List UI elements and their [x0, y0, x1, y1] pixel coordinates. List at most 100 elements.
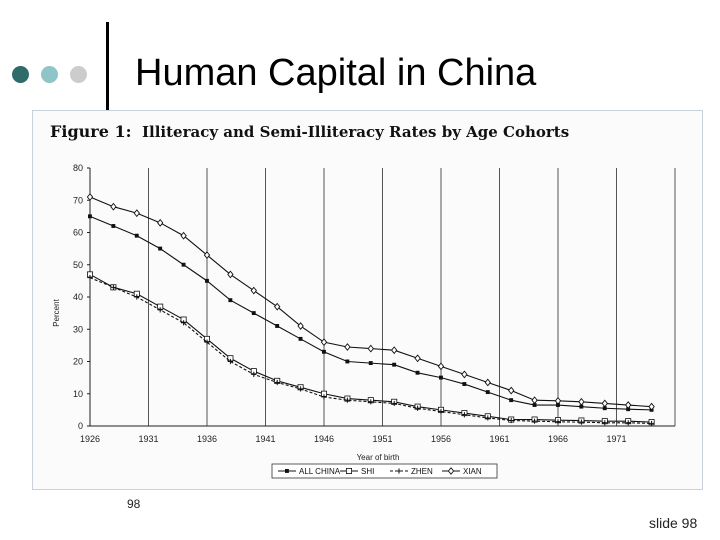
- data-point: [396, 468, 402, 474]
- legend-label: XIAN: [463, 467, 482, 476]
- data-point: [439, 375, 443, 380]
- data-point: [111, 224, 116, 228]
- y-tick-label: 70: [73, 195, 83, 205]
- series-line: [89, 196, 652, 408]
- y-tick-label: 0: [78, 421, 83, 431]
- data-point: [158, 246, 163, 251]
- data-point: [133, 209, 140, 218]
- data-point: [462, 382, 467, 386]
- data-point: [438, 408, 444, 415]
- data-point: [555, 419, 561, 425]
- x-tick-label: 1971: [606, 434, 626, 444]
- data-point: [181, 320, 187, 326]
- title-divider: [106, 22, 109, 120]
- data-point: [321, 394, 327, 400]
- line-chart: Figure 1: Illiteracy and Semi-Illiteracy…: [50, 122, 676, 479]
- data-point: [251, 311, 256, 316]
- data-point: [205, 278, 209, 283]
- data-point: [601, 399, 608, 408]
- data-point: [461, 412, 467, 418]
- data-point: [447, 467, 455, 475]
- data-point: [298, 386, 304, 392]
- series-xian: [86, 193, 655, 411]
- data-point: [227, 358, 233, 365]
- data-point: [579, 404, 584, 409]
- x-tick-label: 1926: [80, 434, 100, 444]
- accent-dot-1: [12, 66, 29, 83]
- data-point: [556, 403, 560, 407]
- chart-series: [86, 193, 655, 427]
- y-tick-label: 40: [73, 292, 83, 302]
- data-point: [344, 397, 350, 403]
- data-point: [485, 415, 491, 421]
- y-tick-label: 20: [73, 357, 83, 367]
- series-line: [89, 215, 652, 411]
- data-point: [345, 359, 350, 364]
- chart-legend: ALL CHINA SHI ZHEN XIAN: [271, 463, 498, 479]
- data-point: [508, 417, 514, 424]
- data-point: [392, 362, 397, 367]
- data-point: [203, 251, 211, 259]
- x-tick-label: 1956: [431, 434, 451, 444]
- y-axis-label: Percent: [52, 298, 61, 326]
- data-point: [285, 469, 289, 473]
- x-tick-label: 1946: [314, 434, 334, 444]
- data-point: [391, 346, 398, 355]
- y-tick-label: 50: [73, 260, 83, 270]
- data-point: [367, 344, 374, 353]
- data-point: [134, 233, 139, 238]
- data-point: [625, 401, 632, 409]
- y-tick-label: 80: [73, 163, 83, 173]
- slide-label: slide 98: [649, 515, 698, 531]
- data-point: [391, 400, 397, 407]
- data-point: [204, 339, 210, 345]
- data-point: [157, 218, 164, 227]
- data-point: [275, 324, 280, 328]
- data-point: [578, 397, 585, 406]
- chart-grid: [148, 168, 676, 426]
- data-point: [344, 343, 351, 351]
- data-point: [297, 322, 304, 330]
- data-point: [274, 302, 281, 311]
- data-point: [415, 370, 420, 375]
- data-point: [602, 420, 608, 426]
- legend-label: ZHEN: [411, 467, 433, 476]
- data-point: [648, 402, 655, 411]
- data-point: [649, 420, 655, 427]
- y-tick-label: 30: [73, 324, 83, 334]
- data-point: [415, 405, 421, 411]
- data-point: [531, 396, 538, 405]
- accent-dot-2: [41, 66, 58, 83]
- data-point: [88, 214, 92, 219]
- accent-dot-3: [70, 66, 87, 83]
- data-point: [532, 403, 537, 407]
- legend-label: SHI: [361, 467, 374, 476]
- chart-axes: 1926 1931 1936 1941 1946 1951 1956 1961 1966 1971…: [73, 163, 675, 444]
- legend-box: [271, 463, 498, 479]
- chart-title: Illiteracy and Semi-Illiteracy Rates by …: [142, 123, 569, 141]
- figure-frame: [32, 110, 703, 490]
- data-point: [227, 270, 234, 279]
- legend-label: ALL CHINA: [299, 467, 341, 476]
- y-tick-label: 10: [73, 389, 83, 399]
- data-point: [626, 407, 631, 412]
- x-tick-label: 1941: [255, 434, 275, 444]
- data-point: [110, 202, 117, 211]
- figure-label: Figure 1:: [50, 122, 131, 141]
- x-tick-label: 1961: [489, 434, 509, 444]
- data-point: [578, 419, 584, 425]
- page-number: 98: [127, 497, 141, 511]
- x-tick-label: 1951: [372, 434, 392, 444]
- x-tick-label: 1931: [138, 434, 158, 444]
- data-point: [437, 362, 445, 371]
- data-point: [110, 284, 116, 290]
- y-tick-label: 60: [73, 228, 83, 238]
- data-point: [180, 231, 187, 240]
- data-point: [461, 370, 468, 379]
- x-axis-label: Year of birth: [357, 453, 400, 462]
- data-point: [157, 307, 163, 313]
- data-point: [532, 418, 538, 424]
- x-tick-label: 1966: [548, 434, 568, 444]
- data-point: [274, 379, 280, 386]
- data-point: [320, 338, 328, 347]
